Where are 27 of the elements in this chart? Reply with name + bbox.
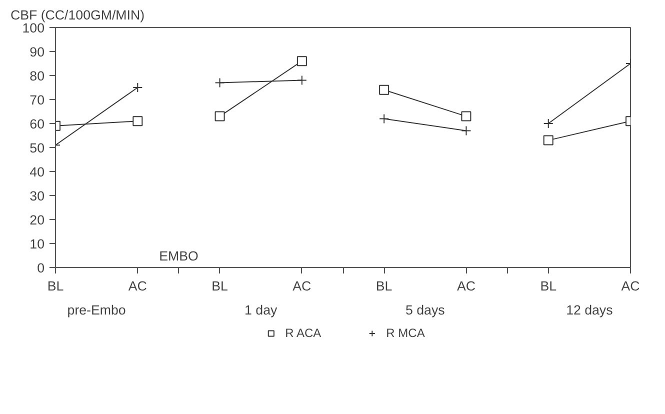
y-tick-label: 20 xyxy=(30,212,45,228)
legend-label: R MCA xyxy=(386,326,425,340)
x-tick-label: BL xyxy=(47,278,64,294)
y-tick-label: 30 xyxy=(30,188,45,204)
x-tick-label: AC xyxy=(292,278,312,294)
y-tick-label: 40 xyxy=(30,164,45,180)
x-tick-label: AC xyxy=(621,278,640,294)
annotation: EMBO xyxy=(159,248,198,264)
y-tick-label: 70 xyxy=(30,92,45,108)
y-tick-label: 80 xyxy=(30,68,45,84)
x-tick-label: BL xyxy=(212,278,228,294)
legend-label: R ACA xyxy=(285,326,322,340)
text: 5 days xyxy=(406,302,446,318)
y-axis-title: CBF (CC/100GM/MIN) xyxy=(10,8,145,22)
y-tick-label: 60 xyxy=(30,116,45,132)
y-tick-label: 90 xyxy=(30,44,45,60)
text: 12 days xyxy=(566,302,614,318)
x-tick-label: BL xyxy=(540,278,557,294)
x-tick-label: BL xyxy=(376,278,392,294)
text: 1 day xyxy=(244,302,278,318)
y-tick-label: 50 xyxy=(30,140,45,156)
y-tick-label: 0 xyxy=(37,260,45,276)
text: pre-Embo xyxy=(67,302,126,318)
y-tick-label: 100 xyxy=(22,20,45,36)
x-tick-label: AC xyxy=(128,278,148,294)
y-tick-label: 10 xyxy=(30,236,45,252)
x-tick-label: AC xyxy=(456,278,476,294)
